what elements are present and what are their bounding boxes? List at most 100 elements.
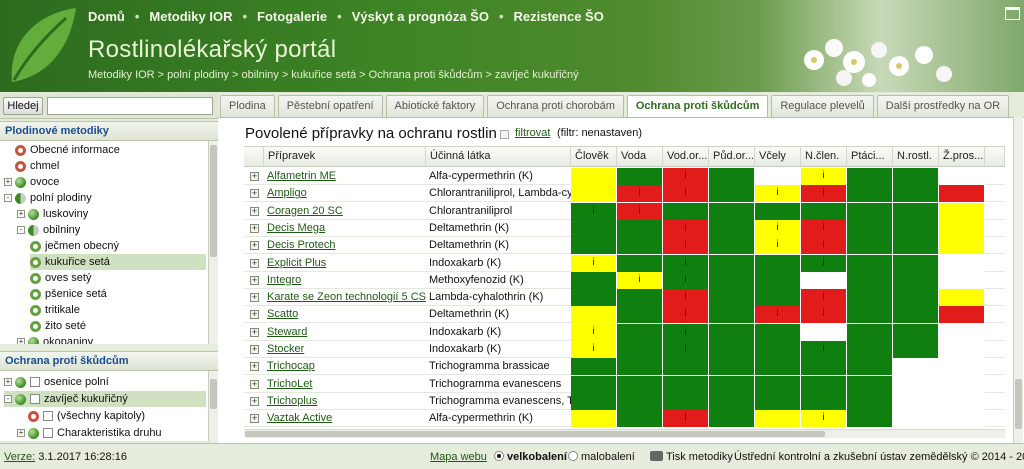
risk-cell[interactable]: i (617, 271, 663, 289)
tree-node-7[interactable]: kukuřice setá (30, 254, 206, 270)
tab-6[interactable]: Další prostředky na OR (876, 95, 1010, 117)
info-mark[interactable]: i (684, 187, 687, 199)
col-header-7[interactable]: N.člen. (801, 147, 847, 167)
risk-cell[interactable] (847, 306, 893, 324)
risk-cell[interactable] (847, 323, 893, 341)
info-mark[interactable]: i (684, 221, 687, 233)
info-mark[interactable]: i (638, 204, 641, 216)
risk-cell[interactable] (893, 341, 939, 358)
pest-node-2[interactable]: (všechny kapitoly) (28, 408, 145, 424)
product-link[interactable]: Stocker (267, 343, 305, 355)
risk-cell[interactable] (709, 202, 755, 220)
risk-cell[interactable] (939, 219, 985, 237)
tree-node-12[interactable]: + okopaniny (17, 334, 93, 344)
expand-icon[interactable]: + (4, 377, 12, 386)
risk-cell[interactable] (801, 358, 847, 376)
table-row[interactable]: + Trichocap Trichogramma brassicae (244, 358, 1005, 376)
risk-cell[interactable] (617, 323, 663, 341)
risk-cell[interactable] (663, 375, 709, 393)
risk-cell[interactable] (617, 168, 663, 185)
info-mark[interactable]: i (684, 273, 687, 285)
table-row[interactable]: + TrichoLet Trichogramma evanescens (244, 375, 1005, 393)
risk-cell[interactable]: i (571, 254, 617, 272)
expand-icon[interactable]: - (4, 395, 12, 403)
col-header-4[interactable]: Vod.or... (663, 147, 709, 167)
product-link[interactable]: Coragen 20 SC (267, 204, 343, 217)
risk-cell[interactable] (939, 341, 985, 358)
risk-cell[interactable] (617, 410, 663, 428)
risk-cell[interactable]: i (663, 271, 709, 289)
risk-cell[interactable] (571, 185, 617, 203)
product-link[interactable]: Trichocap (267, 360, 315, 373)
tree-node-10[interactable]: tritikale (30, 302, 80, 318)
risk-cell[interactable] (847, 254, 893, 272)
search-input[interactable] (47, 97, 213, 115)
risk-cell[interactable] (617, 254, 663, 272)
risk-cell[interactable] (709, 219, 755, 237)
info-mark[interactable]: i (684, 308, 687, 320)
risk-cell[interactable] (939, 168, 985, 185)
maximize-icon[interactable] (1005, 7, 1020, 20)
risk-cell[interactable] (663, 358, 709, 376)
risk-cell[interactable]: i (663, 306, 709, 324)
table-row[interactable]: + Trichoplus Trichogramma evanescens, Tr..… (244, 392, 1005, 410)
info-mark[interactable]: i (776, 308, 779, 320)
table-row[interactable]: + Decis Protech Deltamethrin (K) i i i (244, 237, 1005, 255)
table-row[interactable]: + Coragen 20 SC Chlorantraniliprol i i (244, 202, 1005, 220)
info-mark[interactable]: i (592, 343, 595, 354)
risk-cell[interactable] (893, 306, 939, 324)
risk-cell[interactable] (571, 306, 617, 324)
risk-cell[interactable] (617, 219, 663, 237)
table-row[interactable]: + Steward Indoxakarb (K) i i (244, 323, 1005, 341)
risk-cell[interactable] (755, 358, 801, 376)
tree-node-2[interactable]: + ovoce (4, 174, 59, 190)
risk-cell[interactable] (801, 375, 847, 393)
product-link[interactable]: Decis Protech (267, 239, 336, 252)
table-hscrollbar[interactable] (244, 429, 1005, 438)
expand-icon[interactable]: - (17, 226, 25, 234)
table-row[interactable]: + Decis Mega Deltamethrin (K) i i i (244, 219, 1005, 237)
tree-node-0[interactable]: Obecné informace (4, 142, 120, 158)
risk-cell[interactable]: i (801, 306, 847, 324)
col-header-1[interactable]: Účinná látka (426, 147, 571, 167)
expand-row-icon[interactable]: + (250, 257, 259, 268)
risk-cell[interactable] (893, 271, 939, 289)
info-mark[interactable]: i (822, 343, 825, 354)
info-mark[interactable]: i (592, 204, 595, 216)
risk-cell[interactable]: i (801, 237, 847, 255)
risk-cell[interactable]: i (801, 341, 847, 358)
col-header-3[interactable]: Voda (617, 147, 663, 167)
risk-cell[interactable] (847, 202, 893, 220)
product-link[interactable]: Steward (267, 325, 308, 338)
product-link[interactable]: Alfametrin ME (267, 170, 337, 182)
risk-cell[interactable] (571, 237, 617, 255)
risk-cell[interactable] (893, 410, 939, 428)
table-row[interactable]: + Karate se Zeon technologií 5 CS Lambda-c… (244, 289, 1005, 307)
pest-node-0[interactable]: + osenice polní (4, 374, 109, 390)
info-mark[interactable]: i (684, 239, 687, 251)
risk-cell[interactable] (755, 410, 801, 428)
info-mark[interactable]: i (822, 239, 825, 251)
info-mark[interactable]: i (776, 221, 779, 233)
risk-cell[interactable] (847, 271, 893, 289)
risk-cell[interactable] (709, 375, 755, 393)
risk-cell[interactable]: i (663, 185, 709, 203)
tab-2[interactable]: Abiotické faktory (385, 95, 485, 117)
info-mark[interactable]: i (776, 239, 779, 251)
risk-cell[interactable]: i (663, 219, 709, 237)
risk-cell[interactable] (893, 254, 939, 272)
expand-row-icon[interactable]: + (250, 309, 259, 320)
risk-cell[interactable]: i (571, 323, 617, 341)
risk-cell[interactable] (571, 410, 617, 428)
info-mark[interactable]: i (822, 187, 825, 199)
expand-row-icon[interactable]: + (250, 222, 259, 233)
expand-row-icon[interactable]: + (250, 344, 259, 354)
tab-4[interactable]: Ochrana proti škůdcům (626, 95, 769, 118)
risk-cell[interactable] (939, 202, 985, 220)
info-mark[interactable]: i (822, 170, 825, 181)
risk-cell[interactable] (847, 237, 893, 255)
risk-cell[interactable] (893, 289, 939, 307)
expand-row-icon[interactable]: + (250, 378, 259, 389)
risk-cell[interactable] (709, 410, 755, 428)
checkbox[interactable] (30, 394, 40, 404)
